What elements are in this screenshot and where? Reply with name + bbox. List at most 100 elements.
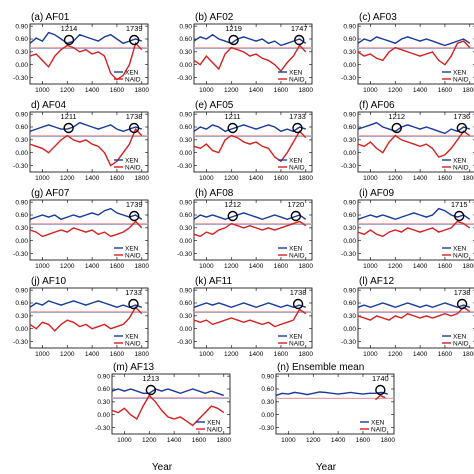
x-tick-label: 1400	[85, 263, 100, 270]
y-tick-label: 0.30	[15, 137, 28, 144]
x-tick-label: 1000	[199, 263, 214, 270]
x-tick-label: 1200	[60, 175, 75, 182]
legend-naid-label: NAID	[453, 76, 469, 83]
event-year-2-circle	[294, 34, 305, 46]
x-tick-label: 1000	[117, 437, 132, 444]
x-tick-label: 1600	[110, 87, 125, 94]
event-year-2-label: 1739	[126, 24, 143, 33]
x-tick-label: 1600	[274, 263, 289, 270]
plot-frame	[29, 111, 149, 173]
event-year-2-label: 1738	[126, 112, 143, 121]
legend-xen-label: XEN	[453, 245, 467, 252]
y-tick-label: 0.00	[15, 238, 28, 245]
panel-10: (j) AF10 -0.30 0.00 0.30 0.60 0.90 1000 1200 140…	[13, 276, 149, 358]
plot-frame	[111, 373, 231, 435]
naid-series-line	[374, 394, 386, 401]
plot-frame	[357, 111, 474, 173]
x-tick-label: 1200	[224, 263, 239, 270]
y-tick-label: 0.60	[179, 36, 192, 43]
y-tick-label: -0.30	[341, 163, 356, 170]
panel-title: (m) AF13	[113, 362, 155, 373]
x-tick-label: 1600	[274, 175, 289, 182]
x-tick-label: 1200	[388, 351, 403, 358]
event-year-circle	[227, 122, 238, 134]
y-tick-label: -0.30	[177, 75, 192, 82]
xen-series-line	[29, 207, 143, 221]
x-axis-label-left: Year	[152, 462, 173, 473]
x-tick-label: 1000	[35, 263, 50, 270]
plot-frame	[357, 287, 474, 349]
y-tick-label: 0.30	[343, 49, 356, 56]
panel-title: (i) AF09	[359, 188, 394, 199]
x-tick-label: 1400	[249, 351, 264, 358]
x-tick-label: 1800	[299, 175, 314, 182]
y-tick-label: -0.30	[177, 163, 192, 170]
y-tick-label: 0.60	[343, 124, 356, 131]
y-tick-label: 0.90	[343, 287, 356, 294]
x-tick-label: 1400	[413, 175, 428, 182]
event-year-2-label: 1736	[453, 112, 470, 121]
legend-naid-label: NAID	[289, 340, 305, 347]
event-year-label: 1219	[225, 24, 242, 33]
event-year-circle	[228, 34, 239, 46]
x-tick-label: 1800	[463, 87, 474, 94]
y-tick-label: 0.90	[97, 373, 110, 380]
y-tick-label: -0.30	[13, 251, 28, 258]
x-tick-label: 1800	[135, 175, 150, 182]
x-tick-label: 1200	[388, 175, 403, 182]
y-tick-label: -0.30	[13, 339, 28, 346]
xen-series-line	[357, 121, 471, 135]
naid-series-line	[29, 220, 143, 238]
event-year-label: 1738	[290, 288, 307, 297]
x-tick-label: 1000	[363, 175, 378, 182]
x-tick-label: 1200	[224, 175, 239, 182]
plot-frame	[275, 373, 395, 435]
panel-13: (m) AF13 -0.30 0.00 0.30 0.60 0.90 1000 1200 140…	[95, 362, 231, 444]
event-year-2-circle	[128, 122, 140, 134]
y-tick-label: 0.00	[343, 62, 356, 69]
y-tick-label: 0.90	[343, 199, 356, 206]
y-tick-label: 0.90	[15, 23, 28, 30]
x-tick-label: 1400	[85, 175, 100, 182]
event-year-circle	[227, 210, 238, 222]
event-year-label: 1715	[451, 200, 468, 209]
panel-title: d) AF04	[31, 100, 66, 111]
x-tick-label: 1800	[463, 351, 474, 358]
plot-frame	[193, 23, 313, 85]
event-year-circle	[454, 210, 465, 222]
y-tick-label: 0.00	[261, 412, 274, 419]
event-year-label: 1213	[143, 374, 160, 383]
y-tick-label: 0.90	[179, 287, 192, 294]
y-tick-label: 0.60	[343, 36, 356, 43]
y-tick-label: -0.30	[13, 163, 28, 170]
event-year-2-label: 1747	[291, 24, 308, 33]
event-year-label: 1739	[126, 200, 143, 209]
x-tick-label: 1600	[274, 351, 289, 358]
panel-title: (l) AF12	[359, 276, 394, 287]
y-tick-label: 0.90	[179, 111, 192, 118]
legend-naid-label: NAID	[371, 426, 387, 433]
y-tick-label: 0.90	[15, 199, 28, 206]
y-tick-label: 0.00	[15, 62, 28, 69]
plot-frame	[357, 199, 474, 261]
panel-14: (n) Ensemble mean -0.30 0.00 0.30 0.60 0.90 10…	[259, 362, 395, 444]
event-year-circle	[129, 210, 140, 222]
legend-naid-label: NAID	[125, 340, 141, 347]
event-year-label: 1211	[61, 112, 77, 121]
x-tick-label: 1400	[249, 175, 264, 182]
y-tick-label: 0.90	[179, 199, 192, 206]
y-tick-label: 0.30	[15, 49, 28, 56]
y-tick-label: 0.00	[97, 412, 110, 419]
panel-1: (a) AF01 -0.30 0.00 0.30 0.60 0.90 1000 1200 140…	[13, 12, 149, 94]
event-year-label: 1211	[225, 112, 241, 121]
panel-title: (e) AF05	[195, 100, 234, 111]
y-tick-label: -0.30	[341, 339, 356, 346]
naid-series-line	[29, 306, 143, 332]
legend-naid-label: NAID	[289, 76, 305, 83]
event-year-circle	[63, 122, 74, 134]
naid-series-line	[357, 306, 471, 321]
xen-series-line	[29, 300, 143, 309]
x-tick-label: 1600	[110, 263, 125, 270]
y-tick-label: 0.00	[179, 238, 192, 245]
